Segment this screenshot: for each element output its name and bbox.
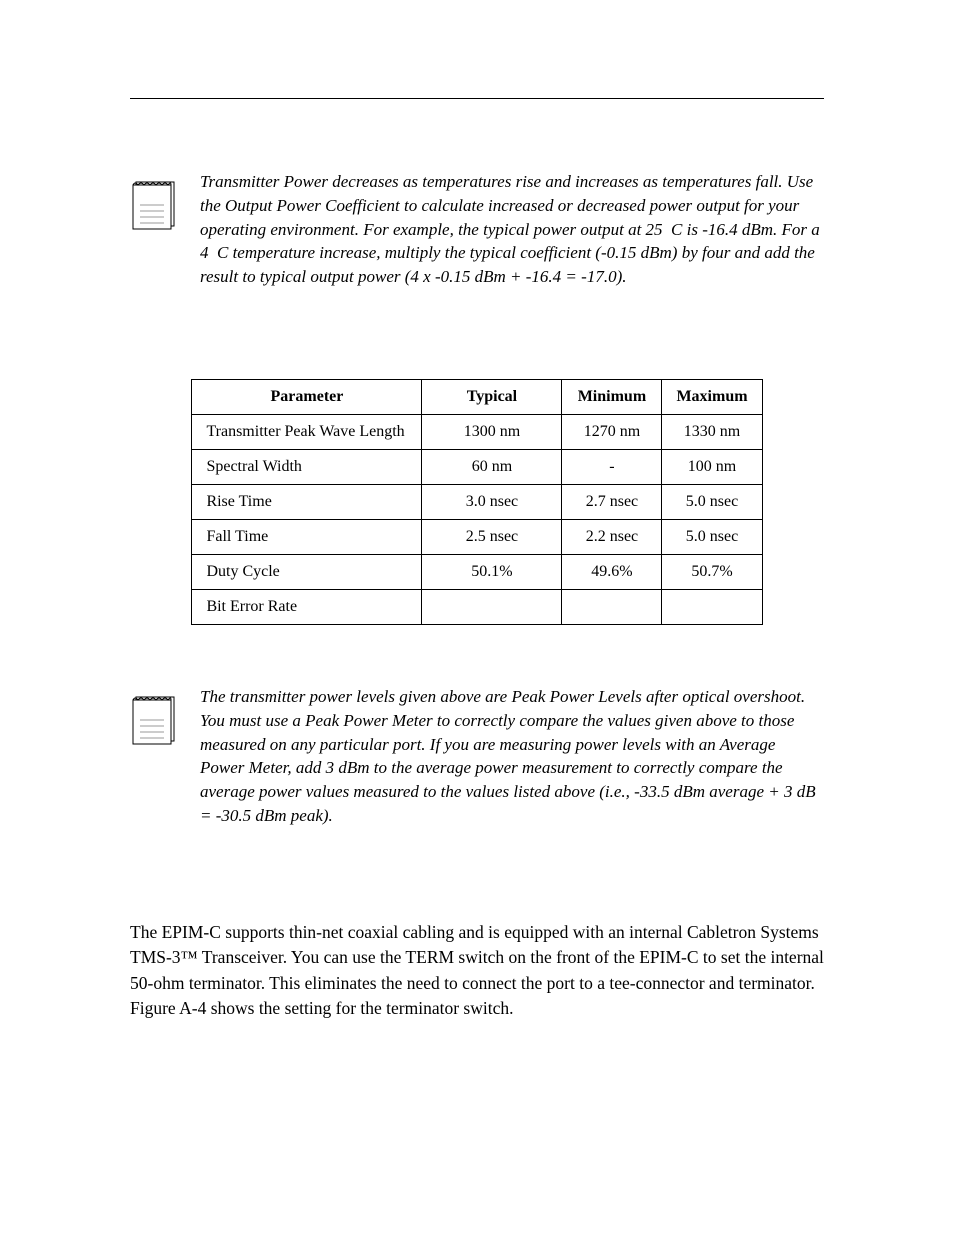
cell-param: Spectral Width bbox=[192, 449, 422, 484]
cell-max bbox=[662, 589, 762, 624]
cell-min: 2.2 nsec bbox=[562, 519, 662, 554]
col-minimum: Minimum bbox=[562, 379, 662, 414]
cell-typical: 3.0 nsec bbox=[422, 484, 562, 519]
cell-typical: 2.5 nsec bbox=[422, 519, 562, 554]
col-typical: Typical bbox=[422, 379, 562, 414]
table-row: Transmitter Peak Wave Length 1300 nm 127… bbox=[192, 414, 762, 449]
col-maximum: Maximum bbox=[662, 379, 762, 414]
table-row: Fall Time 2.5 nsec 2.2 nsec 5.0 nsec bbox=[192, 519, 762, 554]
cell-min: 49.6% bbox=[562, 554, 662, 589]
notepad-icon bbox=[130, 687, 180, 750]
cell-typical: 50.1% bbox=[422, 554, 562, 589]
cell-typical bbox=[422, 589, 562, 624]
table-row: Bit Error Rate bbox=[192, 589, 762, 624]
cell-typical: 1300 nm bbox=[422, 414, 562, 449]
cell-max: 5.0 nsec bbox=[662, 519, 762, 554]
body-paragraph: The EPIM-C supports thin-net coaxial cab… bbox=[130, 920, 824, 1022]
cell-param: Fall Time bbox=[192, 519, 422, 554]
col-parameter: Parameter bbox=[192, 379, 422, 414]
cell-param: Bit Error Rate bbox=[192, 589, 422, 624]
cell-max: 50.7% bbox=[662, 554, 762, 589]
note-block-2: The transmitter power levels given above… bbox=[130, 685, 824, 828]
horizontal-rule bbox=[130, 98, 824, 99]
notepad-icon bbox=[130, 172, 180, 235]
note-text-1: Transmitter Power decreases as temperatu… bbox=[200, 170, 824, 289]
table-row: Spectral Width 60 nm - 100 nm bbox=[192, 449, 762, 484]
cell-max: 5.0 nsec bbox=[662, 484, 762, 519]
table-row: Rise Time 3.0 nsec 2.7 nsec 5.0 nsec bbox=[192, 484, 762, 519]
cell-param: Duty Cycle bbox=[192, 554, 422, 589]
cell-min bbox=[562, 589, 662, 624]
cell-min: 2.7 nsec bbox=[562, 484, 662, 519]
note-text-2: The transmitter power levels given above… bbox=[200, 685, 824, 828]
cell-min: 1270 nm bbox=[562, 414, 662, 449]
parameter-table: Parameter Typical Minimum Maximum Transm… bbox=[191, 379, 762, 625]
cell-param: Rise Time bbox=[192, 484, 422, 519]
cell-min: - bbox=[562, 449, 662, 484]
page-content: Transmitter Power decreases as temperatu… bbox=[130, 170, 824, 1021]
table-row: Duty Cycle 50.1% 49.6% 50.7% bbox=[192, 554, 762, 589]
parameter-table-wrap: Parameter Typical Minimum Maximum Transm… bbox=[130, 379, 824, 625]
section-body: The EPIM-C supports thin-net coaxial cab… bbox=[130, 920, 824, 1022]
note-block-1: Transmitter Power decreases as temperatu… bbox=[130, 170, 824, 289]
cell-max: 1330 nm bbox=[662, 414, 762, 449]
cell-param: Transmitter Peak Wave Length bbox=[192, 414, 422, 449]
cell-typical: 60 nm bbox=[422, 449, 562, 484]
table-header-row: Parameter Typical Minimum Maximum bbox=[192, 379, 762, 414]
cell-max: 100 nm bbox=[662, 449, 762, 484]
